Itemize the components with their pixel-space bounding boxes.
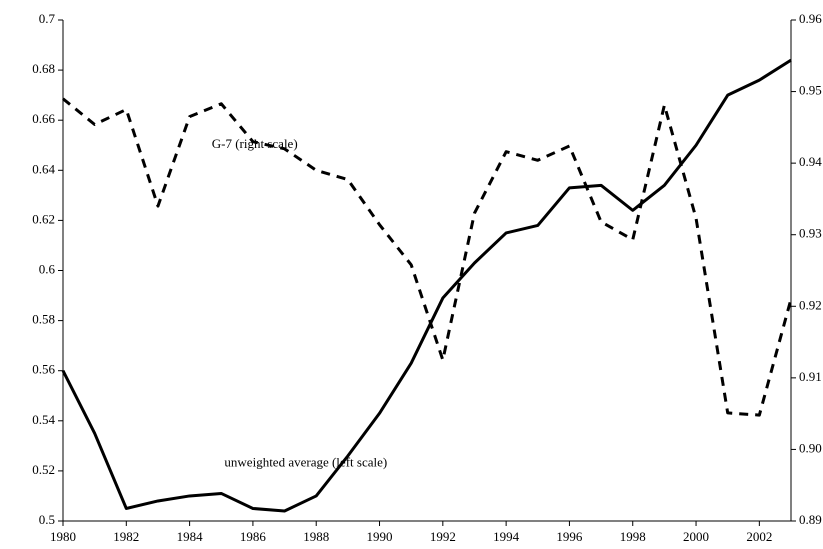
x-tick-label: 1980 bbox=[50, 529, 76, 544]
y-tick-label: 0.64 bbox=[32, 161, 55, 176]
x-tick-label: 1982 bbox=[113, 529, 139, 544]
y2-tick-label: 0.95 bbox=[799, 83, 822, 98]
y-tick-label: 0.68 bbox=[32, 61, 55, 76]
y2-tick-label: 0.91 bbox=[799, 369, 822, 384]
x-tick-label: 2002 bbox=[746, 529, 772, 544]
y-tick-label: 0.52 bbox=[32, 462, 55, 477]
y-tick-label: 0.66 bbox=[32, 111, 55, 126]
y-tick-label: 0.58 bbox=[32, 312, 55, 327]
annotation: unweighted average (left scale) bbox=[224, 454, 387, 469]
annotation: G-7 (right scale) bbox=[212, 136, 298, 151]
data-line bbox=[62, 97, 793, 417]
y2-tick-label: 0.92 bbox=[799, 297, 822, 312]
y-tick-label: 0.56 bbox=[32, 362, 55, 377]
y2-tick-label: 0.89 bbox=[799, 512, 822, 527]
y2-tick-label: 0.96 bbox=[799, 11, 822, 26]
x-tick-label: 2000 bbox=[683, 529, 709, 544]
x-tick-label: 1990 bbox=[367, 529, 393, 544]
y2-tick-label: 0.90 bbox=[799, 440, 822, 455]
data-line bbox=[61, 58, 792, 513]
x-tick-label: 1994 bbox=[493, 529, 520, 544]
x-tick-label: 1984 bbox=[177, 529, 204, 544]
y2-tick-label: 0.94 bbox=[799, 154, 822, 169]
x-tick-label: 1986 bbox=[240, 529, 267, 544]
y-tick-label: 0.6 bbox=[39, 261, 56, 276]
y-tick-label: 0.62 bbox=[32, 211, 55, 226]
x-tick-label: 1998 bbox=[620, 529, 646, 544]
y-tick-label: 0.7 bbox=[39, 11, 56, 26]
x-tick-label: 1996 bbox=[556, 529, 583, 544]
y-tick-label: 0.54 bbox=[32, 412, 55, 427]
y-tick-label: 0.5 bbox=[39, 512, 55, 527]
x-tick-label: 1992 bbox=[430, 529, 456, 544]
x-tick-label: 1988 bbox=[303, 529, 329, 544]
y2-tick-label: 0.93 bbox=[799, 226, 822, 241]
